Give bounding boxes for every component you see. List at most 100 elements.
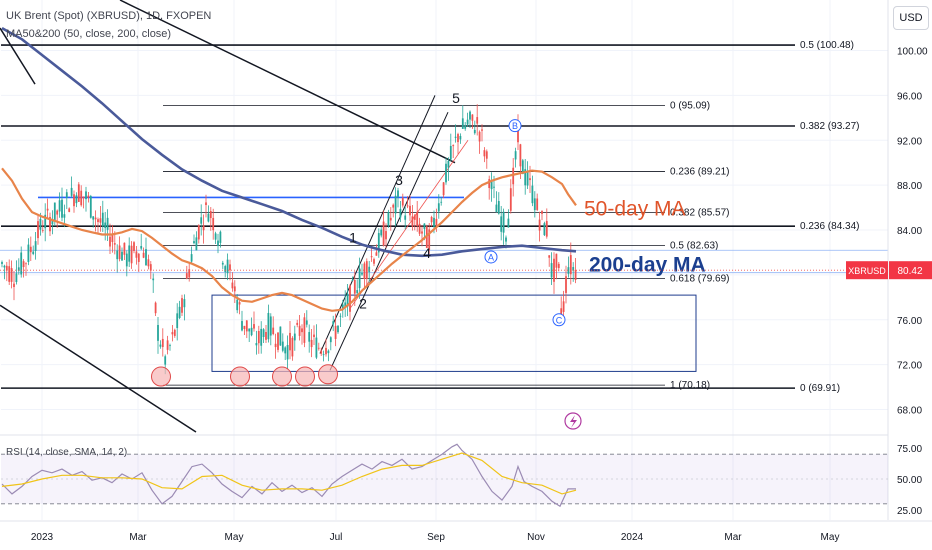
candle-body xyxy=(483,150,486,157)
indicator-legend[interactable]: MA50&200 (50, close, 200, close) xyxy=(6,28,172,40)
trend-line[interactable] xyxy=(119,0,456,164)
candle-body xyxy=(363,263,366,279)
candle-body xyxy=(435,218,438,226)
candle-body xyxy=(565,276,567,293)
candle-body xyxy=(75,195,78,204)
rsi-sma-line[interactable] xyxy=(1,452,577,495)
candle-body xyxy=(327,350,330,354)
candle-body xyxy=(3,265,6,268)
candle-body xyxy=(315,337,318,358)
candle-body xyxy=(404,215,407,220)
candle-body xyxy=(128,245,131,262)
candle-body xyxy=(562,301,565,312)
trend-line[interactable] xyxy=(0,27,36,85)
range-box[interactable] xyxy=(211,294,697,372)
candle-body xyxy=(296,322,299,325)
candle-body xyxy=(46,208,49,211)
candle-body xyxy=(351,280,354,281)
support-marker[interactable] xyxy=(318,364,338,385)
time-tick-label: Jul xyxy=(330,532,343,543)
support-marker[interactable] xyxy=(151,366,171,387)
candle-body xyxy=(346,293,349,307)
trend-line[interactable] xyxy=(0,304,197,433)
candle-body xyxy=(461,118,464,129)
candle-body xyxy=(68,208,71,212)
support-marker[interactable] xyxy=(295,366,315,387)
candle-body xyxy=(121,251,123,261)
candle-body xyxy=(92,216,95,220)
candle-body xyxy=(394,195,397,214)
candle-body xyxy=(533,198,536,211)
candle-body xyxy=(245,320,248,332)
candle-body xyxy=(557,263,560,269)
candle-body xyxy=(358,268,361,289)
candle-body xyxy=(269,316,272,336)
support-marker[interactable] xyxy=(230,366,250,387)
candle-body xyxy=(185,273,188,279)
price-tag-symbol-box[interactable] xyxy=(846,261,888,280)
price-tick-label: 68.00 xyxy=(897,406,922,417)
fib-major-label: 0.5 (100.48) xyxy=(800,40,854,51)
candle-body xyxy=(166,340,169,350)
abc-marker[interactable] xyxy=(484,250,498,264)
currency-button[interactable]: USD xyxy=(893,6,929,30)
time-tick-label: Sep xyxy=(427,532,445,543)
candle-body xyxy=(370,256,373,258)
candle-body xyxy=(356,290,359,294)
candle-body xyxy=(389,217,392,221)
candle-body xyxy=(70,187,73,196)
candle-body xyxy=(317,347,320,349)
time-tick-label: May xyxy=(225,532,244,543)
symbol-title[interactable]: UK Brent (Spot) (XBRUSD), 1D, FXOPEN xyxy=(6,10,212,22)
candle-body xyxy=(289,332,291,351)
abc-marker[interactable] xyxy=(552,313,566,327)
channel-line[interactable] xyxy=(329,111,449,371)
candle-body xyxy=(34,241,37,251)
candle-body xyxy=(97,219,99,223)
candle-body xyxy=(87,195,90,198)
candles[interactable] xyxy=(1,104,577,375)
candle-body xyxy=(322,354,325,356)
candle-body xyxy=(541,211,543,214)
candle-body xyxy=(339,315,342,317)
candle-body xyxy=(241,321,243,331)
candle-body xyxy=(51,219,54,225)
candle-body xyxy=(433,217,435,227)
price-tick-label: 84.00 xyxy=(897,226,922,237)
ma200-line[interactable] xyxy=(1,26,577,258)
candle-body xyxy=(5,265,8,271)
price-tag-value-box[interactable] xyxy=(889,261,932,280)
candle-body xyxy=(428,229,431,251)
candle-body xyxy=(250,327,253,336)
candle-body xyxy=(173,329,176,336)
candle-body xyxy=(193,241,195,244)
time-tick-label: Mar xyxy=(724,532,742,543)
candle-body xyxy=(207,213,210,222)
abc-label: B xyxy=(512,121,518,131)
support-marker[interactable] xyxy=(272,366,292,387)
ma50-line[interactable] xyxy=(1,167,577,312)
candle-body xyxy=(531,185,534,204)
wave-label: 3 xyxy=(395,172,403,188)
candle-body xyxy=(574,270,577,280)
candle-body xyxy=(65,192,68,198)
ma50-label: 50-day MA xyxy=(584,197,686,220)
candle-body xyxy=(181,298,183,313)
candle-body xyxy=(39,218,42,230)
candle-body xyxy=(478,131,481,142)
candle-body xyxy=(507,218,510,228)
candle-body xyxy=(85,191,87,200)
candle-body xyxy=(27,244,30,262)
candle-body xyxy=(329,337,332,343)
rsi-header[interactable]: RSI (14, close, SMA, 14, 2) xyxy=(6,447,127,458)
candle-body xyxy=(380,229,383,236)
fib-inner-label: 1 (70.18) xyxy=(670,380,710,391)
candle-body xyxy=(423,223,426,229)
price-tag-symbol: XBRUSD xyxy=(848,266,886,276)
candle-body xyxy=(281,341,284,351)
abc-marker[interactable] xyxy=(508,119,522,133)
candle-body xyxy=(543,223,546,236)
candle-body xyxy=(260,328,263,346)
price-tick-label: 96.00 xyxy=(897,91,922,102)
